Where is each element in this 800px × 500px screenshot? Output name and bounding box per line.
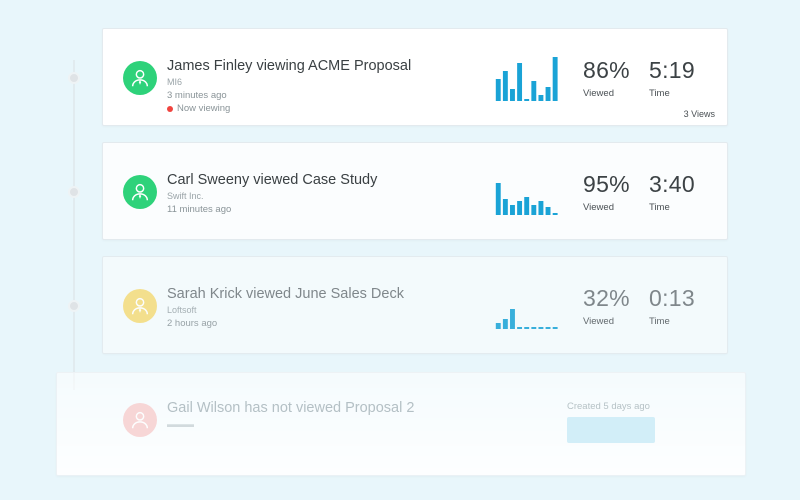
live-dot-icon <box>167 105 173 112</box>
viewed-label: Viewed <box>583 202 614 213</box>
chart-bar <box>531 205 537 215</box>
status-text: Now viewing <box>177 103 231 114</box>
timeline-dot <box>68 72 80 84</box>
time-stat: 0:13 Time <box>649 285 695 327</box>
created-date: Created 5 days ago <box>567 401 650 412</box>
views-count: 3 Views <box>683 109 715 119</box>
company-name: Loftsoft <box>167 305 197 315</box>
time-ago: 11 minutes ago <box>167 204 232 215</box>
chart-bar <box>552 57 558 101</box>
chart-bar <box>517 327 523 329</box>
status-badge: Now viewing <box>167 103 230 114</box>
chart-bar <box>502 199 508 215</box>
activity-title[interactable]: Carl Sweeny viewed Case Study <box>167 172 378 188</box>
page-views-chart <box>495 57 558 101</box>
chart-bar <box>538 327 544 329</box>
time-value: 0:13 <box>649 285 695 311</box>
company-name: ▬▬▬ <box>167 419 194 429</box>
chart-bar <box>552 327 558 329</box>
timeline-dot <box>68 186 80 198</box>
chart-bar <box>517 63 523 101</box>
timeline-dot <box>68 300 80 312</box>
time-stat: 5:19 Time <box>649 57 695 99</box>
viewed-value: 86% <box>583 57 630 83</box>
viewed-stat: 86% Viewed <box>583 57 630 99</box>
viewed-stat: 95% Viewed <box>583 171 630 213</box>
chart-bar <box>524 197 530 215</box>
activity-title[interactable]: James Finley viewing ACME Proposal <box>167 58 412 74</box>
viewed-value: 95% <box>583 171 630 197</box>
person-icon <box>123 403 157 437</box>
pending-card[interactable]: Gail Wilson has not viewed Proposal 2 ▬▬… <box>56 372 746 476</box>
activity-card[interactable]: Carl Sweeny viewed Case Study Swift Inc.… <box>102 142 728 240</box>
company-name: Swift Inc. <box>167 191 204 201</box>
pending-title[interactable]: Gail Wilson has not viewed Proposal 2 <box>167 400 415 416</box>
viewed-stat: 32% Viewed <box>583 285 630 327</box>
viewed-label: Viewed <box>583 88 614 99</box>
resend-button[interactable] <box>567 417 655 443</box>
company-name: MI6 <box>167 77 183 87</box>
time-ago: 2 hours ago <box>167 318 218 329</box>
timeline-line <box>73 60 75 390</box>
activity-card[interactable]: Sarah Krick viewed June Sales Deck Lofts… <box>102 256 728 354</box>
page-views-chart <box>495 309 558 329</box>
chart-bar <box>510 205 515 215</box>
chart-bar <box>524 99 530 101</box>
chart-bar <box>495 79 501 101</box>
time-label: Time <box>649 316 670 327</box>
chart-bar <box>510 309 515 329</box>
viewed-label: Viewed <box>583 316 614 327</box>
time-label: Time <box>649 202 670 213</box>
time-ago: 3 minutes ago <box>167 90 227 101</box>
activity-title[interactable]: Sarah Krick viewed June Sales Deck <box>167 286 404 302</box>
time-value: 5:19 <box>649 57 695 83</box>
chart-bar <box>531 81 537 101</box>
chart-bar <box>502 71 508 101</box>
chart-bar <box>510 89 515 101</box>
chart-bar <box>545 87 551 101</box>
time-label: Time <box>649 88 670 99</box>
page-views-chart <box>495 183 558 215</box>
chart-bar <box>524 327 530 329</box>
chart-bar <box>545 327 551 329</box>
viewed-value: 32% <box>583 285 630 311</box>
person-icon <box>123 175 157 209</box>
chart-bar <box>502 319 508 329</box>
chart-bar <box>495 323 501 329</box>
person-icon <box>123 61 157 95</box>
time-value: 3:40 <box>649 171 695 197</box>
chart-bar <box>538 201 544 215</box>
chart-bar <box>545 207 551 215</box>
person-icon <box>123 289 157 323</box>
chart-bar <box>531 327 537 329</box>
chart-bar <box>495 183 501 215</box>
chart-bar <box>517 201 523 215</box>
chart-bar <box>538 95 544 101</box>
time-stat: 3:40 Time <box>649 171 695 213</box>
activity-card[interactable]: James Finley viewing ACME Proposal MI6 3… <box>102 28 728 126</box>
chart-bar <box>552 213 558 215</box>
